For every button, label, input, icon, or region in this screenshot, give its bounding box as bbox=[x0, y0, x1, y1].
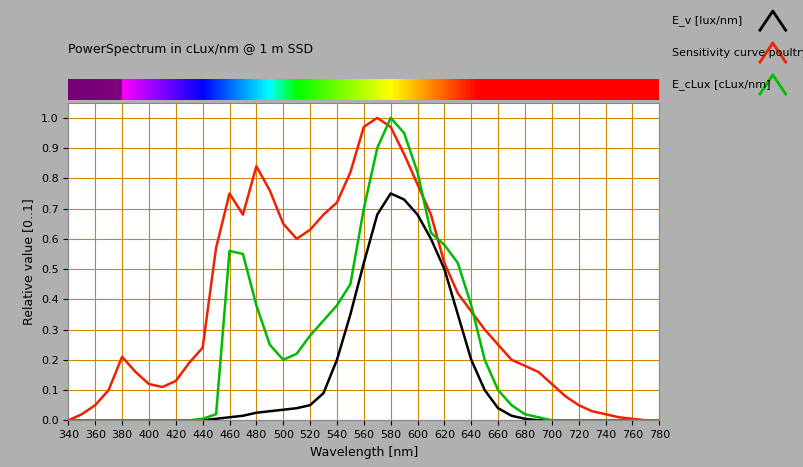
Text: E_cLux [cLux/nm]: E_cLux [cLux/nm] bbox=[671, 79, 770, 90]
Text: PowerSpectrum in cLux/nm @ 1 m SSD: PowerSpectrum in cLux/nm @ 1 m SSD bbox=[68, 43, 313, 56]
Y-axis label: Relative value [0..1]: Relative value [0..1] bbox=[22, 198, 35, 325]
X-axis label: Wavelength [nm]: Wavelength [nm] bbox=[309, 446, 418, 459]
Text: E_v [lux/nm]: E_v [lux/nm] bbox=[671, 15, 742, 26]
Text: Sensitivity curve poultry: Sensitivity curve poultry bbox=[671, 48, 803, 57]
